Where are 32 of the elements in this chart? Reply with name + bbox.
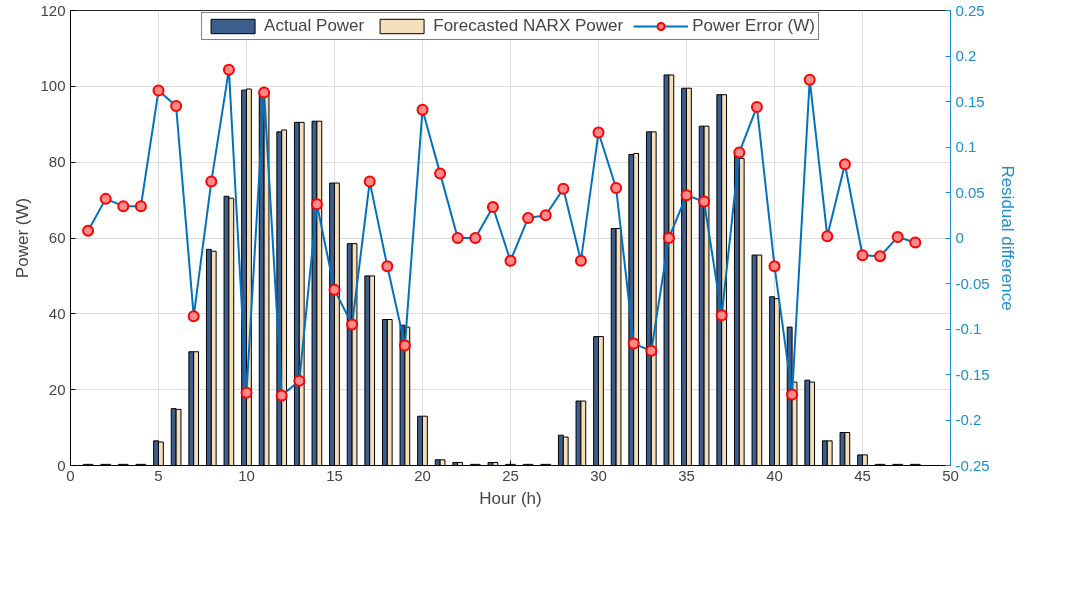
- x-axis-title: Hour (h): [479, 488, 542, 508]
- legend-label: Actual Power: [264, 16, 365, 36]
- y2-axis-title: Residual difference: [997, 165, 1017, 311]
- x-tick-label: 5: [154, 466, 163, 484]
- x-tick-label: 25: [502, 466, 519, 484]
- legend-label: Power Error (W): [692, 16, 815, 36]
- y-tick-label: 80: [48, 153, 66, 171]
- y2-tick-label: 0: [955, 229, 964, 246]
- x-tick-label: 35: [678, 466, 695, 484]
- y2-tick-label: 0.1: [955, 138, 977, 155]
- x-tick-label: 50: [942, 466, 959, 484]
- x-tick-label: 10: [238, 466, 255, 484]
- y-tick-label: 20: [48, 380, 66, 398]
- x-tick-label: 40: [766, 466, 783, 484]
- x-tick-label: 45: [854, 466, 871, 484]
- y-tick-label: 120: [40, 1, 66, 19]
- y-tick-label: 40: [48, 304, 66, 322]
- y2-tick-label: -0.15: [955, 365, 990, 383]
- x-tick-label: 20: [414, 466, 431, 484]
- y2-tick-label: -0.2: [955, 411, 982, 428]
- y2-tick-label: -0.05: [955, 274, 990, 292]
- y2-tick-label: 0.2: [955, 47, 977, 64]
- y2-tick-label: -0.1: [955, 320, 982, 337]
- legend-label: Forecasted NARX Power: [433, 16, 624, 36]
- y-tick-label: 60: [48, 229, 66, 246]
- y-axis-title: Power (W): [13, 197, 33, 279]
- x-tick-label: 30: [590, 466, 607, 484]
- y-tick-label: 100: [40, 77, 66, 95]
- y2-tick-label: 0.15: [955, 92, 985, 110]
- x-tick-label: 15: [326, 466, 343, 484]
- y2-tick-label: 0.05: [955, 183, 985, 201]
- y2-tick-label: 0.25: [955, 1, 985, 19]
